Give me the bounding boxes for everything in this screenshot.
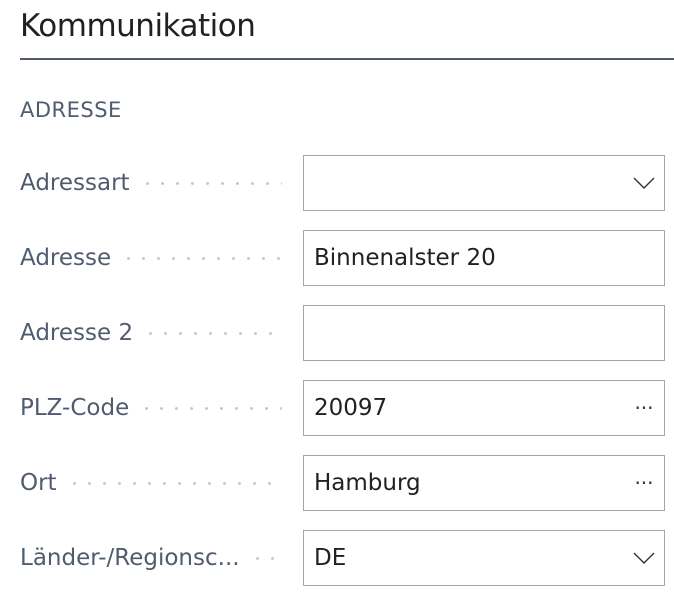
field-row-adresse: Adresse Binnenalster 20 [20,230,665,286]
ellipsis-icon[interactable]: ··· [634,396,654,420]
field-value: Binnenalster 20 [314,245,496,271]
field-label: PLZ-Code [20,395,130,421]
field-row-ort: Ort Hamburg ··· [20,455,665,511]
title-divider [20,58,674,60]
leader-dots [143,331,282,335]
plz-code-input[interactable]: 20097 ··· [303,380,665,436]
field-row-plz-code: PLZ-Code 20097 ··· [20,380,665,436]
ellipsis-icon[interactable]: ··· [634,471,654,495]
adressart-dropdown[interactable] [303,155,665,211]
section-header: ADRESSE [20,98,122,122]
field-row-laender-regionscode: Länder-/Regionsc... DE [20,530,665,586]
field-label: Adresse 2 [20,320,134,346]
field-label: Adressart [20,170,130,196]
ort-input[interactable]: Hamburg ··· [303,455,665,511]
field-label: Adresse [20,245,112,271]
field-row-adressart: Adressart [20,155,665,211]
adresse-2-input[interactable] [303,305,665,361]
laender-regionscode-dropdown[interactable]: DE [303,530,665,586]
chevron-down-icon[interactable] [624,552,664,564]
chevron-down-icon[interactable] [624,177,664,189]
field-row-adresse-2: Adresse 2 [20,305,665,361]
field-value: 20097 [314,395,388,421]
field-label: Ort [20,470,57,496]
leader-dots [66,481,282,485]
leader-dots [139,181,282,185]
leader-dots [121,256,282,260]
field-value: Hamburg [314,470,421,496]
leader-dots [139,406,282,410]
adresse-input[interactable]: Binnenalster 20 [303,230,665,286]
field-value: DE [314,545,347,571]
leader-dots [249,556,282,560]
field-label: Länder-/Regionsc... [20,545,240,571]
page-title: Kommunikation [20,8,256,44]
